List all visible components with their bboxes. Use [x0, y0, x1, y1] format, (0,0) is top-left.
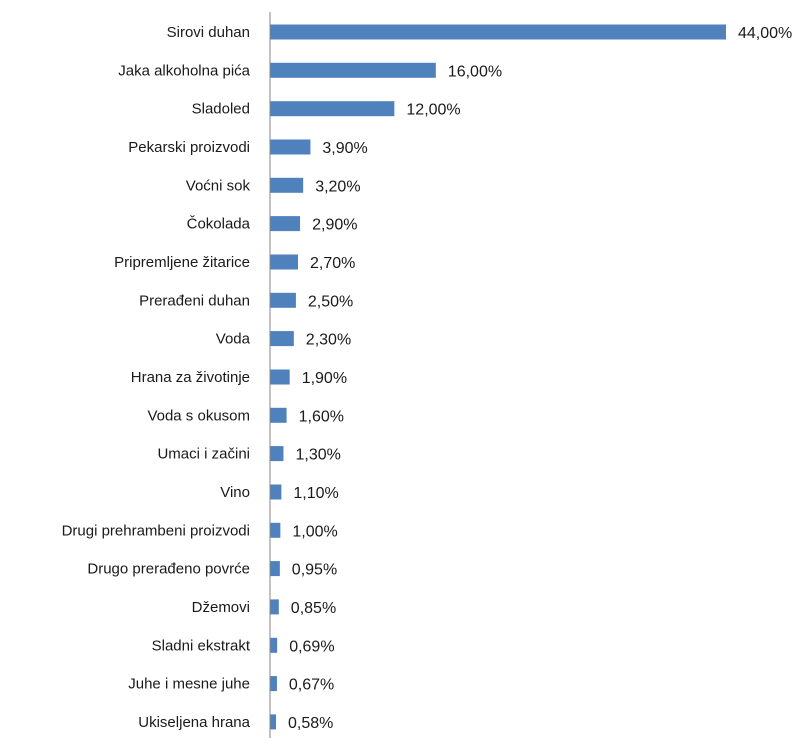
category-label: Čokolada: [187, 216, 251, 233]
bar-15: [270, 599, 279, 615]
value-label: 1,30%: [296, 447, 341, 464]
bar-11: [270, 446, 284, 462]
value-labels: 44,00% 16,00% 12,00% 3,90% 3,20% 2,90% 2,70% 2,…: [288, 25, 792, 732]
bar-3: [270, 139, 311, 155]
bar-0: [270, 24, 726, 40]
category-label: Sirovi duhan: [167, 24, 250, 41]
value-label: 2,70%: [310, 255, 355, 272]
bar-14: [270, 561, 280, 577]
value-label: 0,85%: [291, 600, 336, 617]
bar-16: [270, 637, 278, 653]
value-label: 1,00%: [292, 523, 337, 540]
bars-layer: [270, 24, 726, 730]
category-label: Drugi prehrambeni proizvodi: [62, 522, 250, 539]
category-label: Pripremljene žitarice: [114, 254, 250, 271]
bar-2: [270, 101, 395, 117]
category-label: Sladoled: [192, 101, 250, 118]
bar-7: [270, 292, 296, 308]
value-label: 3,20%: [315, 178, 360, 195]
bar-17: [270, 676, 277, 692]
category-label: Džemovi: [192, 599, 250, 616]
category-label: Voda: [216, 331, 251, 348]
category-label: Prerađeni duhan: [139, 292, 250, 309]
value-label: 0,67%: [289, 677, 334, 694]
bar-12: [270, 484, 282, 500]
category-label: Ukiseljena hrana: [138, 714, 250, 731]
category-label: Sladni ekstrakt: [152, 637, 251, 654]
value-label: 0,69%: [289, 638, 334, 655]
value-label: 44,00%: [738, 25, 792, 42]
value-label: 2,50%: [308, 293, 353, 310]
value-label: 2,90%: [312, 217, 357, 234]
value-label: 12,00%: [406, 102, 460, 119]
category-label: Hrana za životinje: [131, 369, 250, 386]
bar-13: [270, 522, 281, 538]
bar-10: [270, 407, 287, 423]
bar-18: [270, 714, 277, 730]
value-label: 1,60%: [299, 408, 344, 425]
category-label: Pekarski proizvodi: [128, 139, 250, 156]
category-labels: Sirovi duhan Jaka alkoholna pića Sladoled P…: [62, 24, 251, 731]
value-label: 16,00%: [448, 63, 502, 80]
category-label: Voda s okusom: [147, 407, 250, 424]
bar-6: [270, 254, 298, 270]
value-label: 0,58%: [288, 715, 333, 732]
category-label: Vino: [220, 484, 250, 501]
bar-9: [270, 369, 290, 385]
category-label: Voćni sok: [186, 177, 251, 194]
bar-8: [270, 331, 294, 347]
bar-1: [270, 62, 436, 78]
category-label: Juhe i mesne juhe: [128, 676, 250, 693]
category-label: Drugo prerađeno povrće: [87, 561, 250, 578]
value-label: 2,30%: [306, 332, 351, 349]
value-label: 3,90%: [322, 140, 367, 157]
category-label: Umaci i začini: [157, 446, 250, 463]
bar-4: [270, 177, 304, 193]
bar-5: [270, 216, 301, 232]
value-label: 1,10%: [293, 485, 338, 502]
value-label: 0,95%: [292, 562, 337, 579]
category-label: Jaka alkoholna pića: [118, 62, 250, 79]
value-label: 1,90%: [302, 370, 347, 387]
